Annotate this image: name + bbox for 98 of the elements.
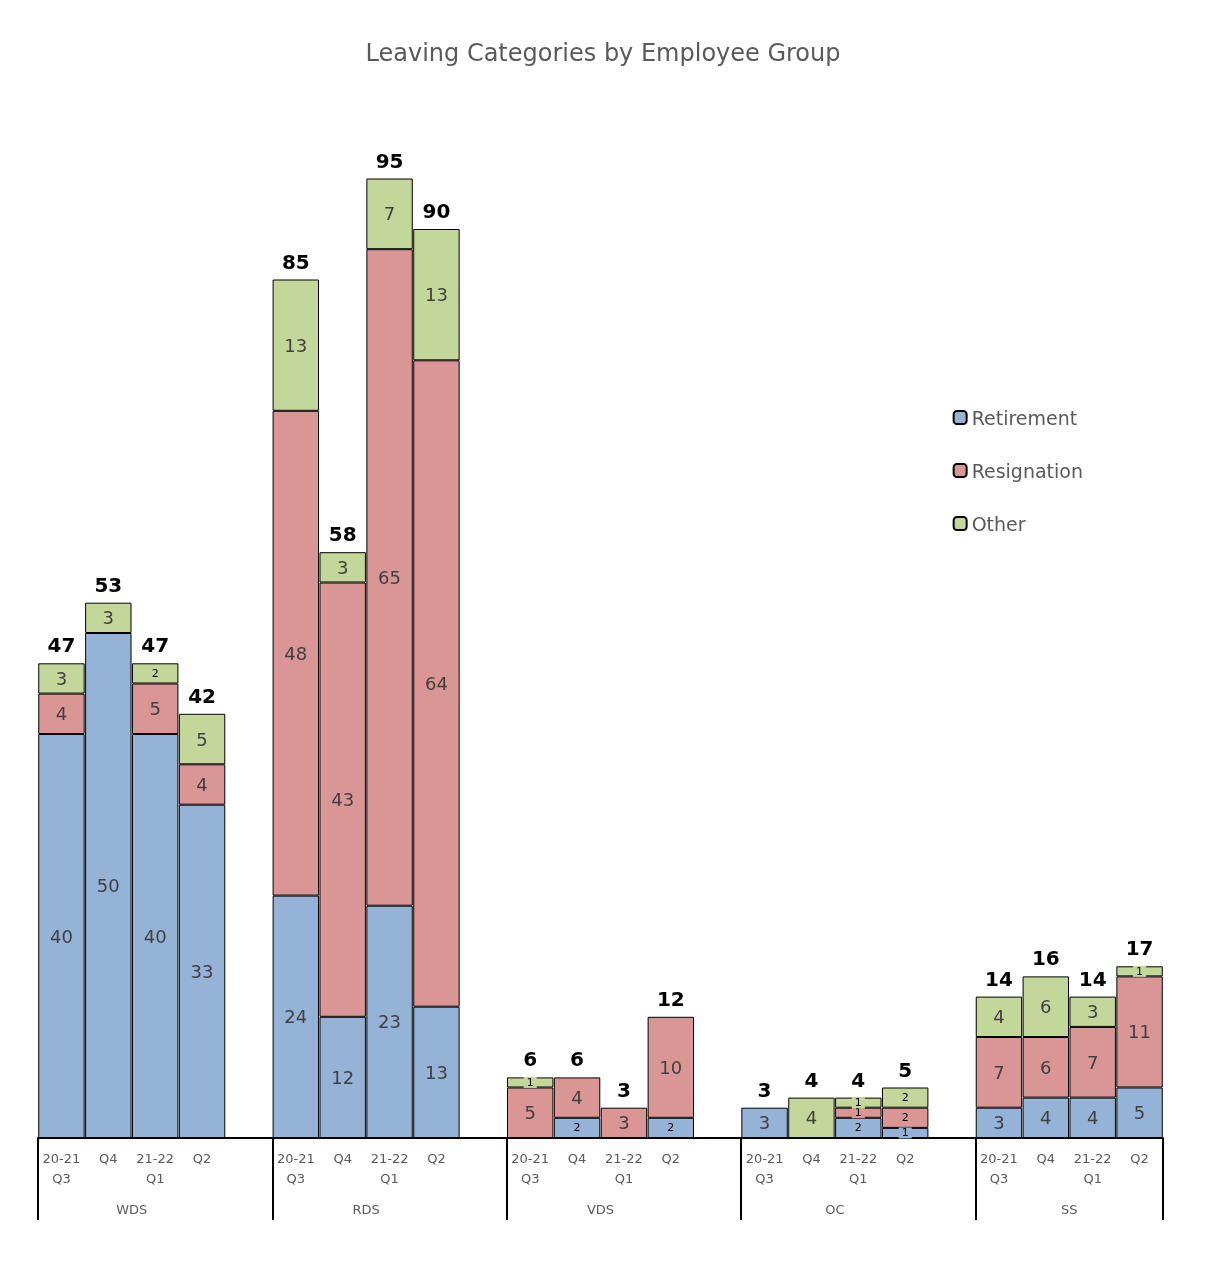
data-label: 10 — [659, 1056, 683, 1078]
data-label: 3 — [1086, 1001, 1099, 1023]
data-label: 5 — [149, 698, 161, 720]
text: RDS — [352, 1202, 380, 1217]
total-label: 6 — [570, 1047, 585, 1072]
total-label: 12 — [656, 986, 685, 1011]
x-tick-label: Q4 — [1036, 1150, 1056, 1166]
total-label: 5 — [898, 1057, 913, 1082]
x-tick-label: 21-22 Q1 — [1073, 1150, 1112, 1186]
data-label: 6 — [1040, 996, 1052, 1018]
data-label: 1 — [526, 1075, 534, 1089]
data-label: 12 — [331, 1066, 355, 1088]
data-label: 3 — [55, 667, 68, 689]
total-label: 47 — [141, 633, 170, 658]
total-label: 4 — [851, 1067, 866, 1092]
data-label: 2 — [854, 1121, 862, 1135]
data-label: 2 — [151, 666, 159, 680]
text: WDS — [116, 1202, 148, 1217]
total-label: 4 — [804, 1067, 819, 1092]
x-tick-label: Q4 — [99, 1150, 118, 1166]
x-tick-label: 20-21 Q3 — [745, 1150, 784, 1186]
data-label: 3 — [618, 1112, 630, 1134]
total-label: 90 — [422, 199, 451, 223]
legend-label: Retirement — [971, 406, 1078, 429]
data-label: 2 — [667, 1121, 675, 1135]
x-tick-label: 20-21 Q3 — [511, 1150, 550, 1186]
total-label: 3 — [757, 1077, 772, 1102]
x-tick-label: Q4 — [333, 1150, 352, 1166]
x-tick-label: Q2 — [427, 1150, 446, 1166]
data-label: 2 — [573, 1121, 581, 1135]
total-label: 14 — [985, 966, 1013, 991]
x-tick-label: 20-21 Q3 — [42, 1150, 81, 1186]
data-label: 1 — [854, 1106, 862, 1120]
total-label: 95 — [375, 148, 404, 173]
data-label: 5 — [524, 1102, 536, 1124]
x-tick-label: 21-22 Q1 — [136, 1150, 175, 1186]
data-label: 40 — [49, 925, 73, 947]
data-label: 13 — [424, 1061, 448, 1083]
data-label: 23 — [378, 1011, 402, 1033]
data-label: 7 — [993, 1061, 1005, 1083]
data-label: 11 — [1128, 1021, 1152, 1043]
data-label: 3 — [102, 607, 115, 629]
chart-title: Leaving Categories by Employee Group — [365, 39, 841, 67]
x-tick-label: 21-22 Q1 — [839, 1150, 878, 1186]
data-label: 3 — [993, 1112, 1005, 1134]
data-label: 4 — [571, 1087, 583, 1109]
data-label: 4 — [993, 1006, 1005, 1028]
x-tick-label: 20-21 Q3 — [980, 1150, 1018, 1186]
data-label: 48 — [284, 642, 308, 664]
data-label: 50 — [96, 875, 120, 896]
data-label: 4 — [196, 774, 208, 795]
x-tick-label: Q2 — [661, 1150, 681, 1166]
x-tick-label: 21-22 Q1 — [605, 1150, 643, 1186]
total-label: 14 — [1078, 966, 1107, 991]
text: OC — [825, 1202, 845, 1217]
data-label: 3 — [758, 1112, 771, 1134]
text: SS — [1060, 1202, 1078, 1217]
total-label: 16 — [1031, 946, 1060, 971]
data-label: 24 — [284, 1006, 308, 1028]
data-label: 5 — [196, 728, 208, 750]
text: VDS — [586, 1202, 615, 1217]
data-label: 2 — [901, 1111, 909, 1125]
data-label: 40 — [143, 925, 167, 947]
total-label: 17 — [1125, 936, 1154, 961]
data-label: 5 — [1133, 1102, 1146, 1124]
x-tick-label: Q2 — [1130, 1150, 1149, 1166]
data-label: 2 — [901, 1091, 909, 1105]
data-label: 1 — [1136, 964, 1144, 978]
total-label: 85 — [281, 249, 310, 274]
data-label: 13 — [424, 284, 448, 306]
data-label: 13 — [284, 334, 308, 356]
total-label: 6 — [523, 1047, 538, 1072]
legend-label: Resignation — [971, 459, 1083, 482]
data-label: 4 — [55, 703, 68, 725]
total-label: 58 — [328, 522, 357, 547]
x-tick-label: Q2 — [895, 1150, 915, 1166]
total-label: 53 — [94, 572, 123, 597]
data-label: 7 — [383, 203, 396, 225]
data-label: 1 — [901, 1126, 909, 1140]
total-label: 47 — [47, 633, 76, 658]
data-label: 4 — [805, 1107, 818, 1129]
data-label: 4 — [1040, 1107, 1052, 1129]
x-tick-label: Q4 — [802, 1150, 821, 1166]
legend-label: Other — [971, 512, 1026, 535]
data-label: 4 — [1086, 1107, 1099, 1129]
data-label: 3 — [336, 556, 349, 578]
data-label: 65 — [378, 566, 402, 588]
x-tick-label: 20-21 Q3 — [276, 1150, 315, 1186]
data-label: 6 — [1040, 1056, 1052, 1078]
x-tick-label: Q4 — [567, 1150, 587, 1166]
data-label: 43 — [331, 789, 355, 811]
data-label: 64 — [424, 673, 448, 694]
total-label: 42 — [188, 683, 216, 708]
data-label: 33 — [190, 960, 214, 982]
x-tick-label: Q2 — [192, 1150, 212, 1166]
data-label: 7 — [1086, 1051, 1099, 1073]
total-label: 3 — [616, 1077, 631, 1102]
x-tick-label: 21-22 Q1 — [370, 1150, 409, 1186]
